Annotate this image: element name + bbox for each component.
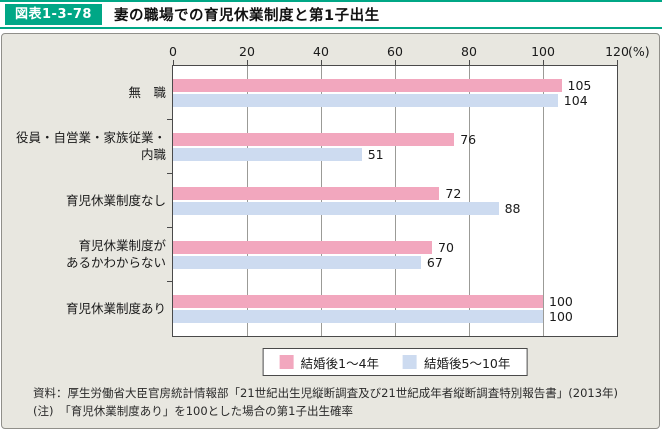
- axis-tick-label: 60: [387, 44, 403, 59]
- gridline: [468, 66, 470, 336]
- axis-tick: [468, 60, 470, 65]
- bar: [173, 202, 499, 215]
- bar: [173, 256, 421, 269]
- legend: 結婚後1～4年 結婚後5～10年: [262, 348, 528, 376]
- legend-label: 結婚後1～4年: [300, 355, 380, 371]
- axis-tick-label: 80: [461, 44, 477, 59]
- bar-value-label: 100: [549, 294, 573, 309]
- bar-value-label: 105: [567, 78, 592, 93]
- bar-value-label: 100: [549, 309, 573, 324]
- figure-header: 図表1-3-78 妻の職場での育児休業制度と第1子出生: [0, 0, 662, 29]
- bar: [173, 94, 558, 107]
- legend-item: 結婚後5～10年: [403, 353, 510, 372]
- gridline: [542, 66, 544, 336]
- bar: [173, 79, 562, 92]
- axis-tick: [172, 60, 174, 65]
- legend-swatch: [279, 355, 294, 369]
- bar-value-label: 67: [426, 255, 443, 270]
- axis-tick: [616, 60, 618, 65]
- bar-value-label: 104: [563, 93, 588, 108]
- legend-item: 結婚後1～4年: [279, 353, 380, 372]
- bar-value-label: 51: [367, 147, 384, 162]
- gridline: [246, 66, 248, 336]
- axis-tick-label: 120: [605, 44, 629, 59]
- axis-tick: [320, 60, 322, 65]
- gridline: [394, 66, 396, 336]
- axis-tick-label: 20: [239, 44, 255, 59]
- source-note: 資料：厚生労働省大臣官房統計情報部「21世紀出生児縦断調査及び21世紀成年者縦断…: [33, 386, 619, 400]
- figure-title: 妻の職場での育児休業制度と第1子出生: [113, 8, 380, 24]
- category-tick: [167, 172, 172, 174]
- category-tick: [167, 118, 172, 120]
- axis-unit-label: (%): [628, 44, 650, 59]
- bar-row-label: 育児休業制度が あるかわからない: [65, 238, 166, 270]
- plot-area: 105 104 76 51 72 88 70 67 100 100: [172, 65, 618, 337]
- bar-value-label: 88: [504, 201, 521, 216]
- axis-tick-label: 100: [531, 44, 555, 59]
- bar-value-label: 70: [438, 240, 454, 255]
- bar: [173, 187, 440, 200]
- bar-value-label: 76: [460, 132, 477, 147]
- legend-label: 結婚後5～10年: [424, 355, 511, 371]
- calculation-note: (注) 「育児休業制度あり」を100とした場合の第1子出生確率: [33, 404, 353, 418]
- bar: [173, 241, 432, 254]
- bar: [173, 148, 362, 161]
- bar-row-label: 無 職: [128, 84, 166, 100]
- axis-tick: [246, 60, 248, 65]
- axis-tick-label: 0: [169, 44, 177, 59]
- bar-row-label: 育児休業制度あり: [65, 300, 166, 316]
- bar-row-label: 育児休業制度なし: [65, 192, 166, 208]
- legend-swatch: [403, 355, 418, 369]
- figure-number-badge: 図表1-3-78: [5, 4, 102, 25]
- bar: [173, 295, 543, 308]
- gridline: [320, 66, 322, 336]
- bar-value-label: 72: [445, 186, 462, 201]
- bar-row-label: 役員・自営業・家族従業・内職: [15, 130, 166, 162]
- bar: [173, 310, 543, 323]
- footer: 資料：厚生労働省大臣官房統計情報部「21世紀出生児縦断調査及び21世紀成年者縦断…: [33, 384, 648, 420]
- axis-tick-label: 40: [313, 44, 329, 59]
- axis-tick: [542, 60, 544, 65]
- category-tick: [167, 280, 172, 282]
- category-tick: [167, 226, 172, 228]
- bar: [173, 133, 455, 146]
- axis-tick: [394, 60, 396, 65]
